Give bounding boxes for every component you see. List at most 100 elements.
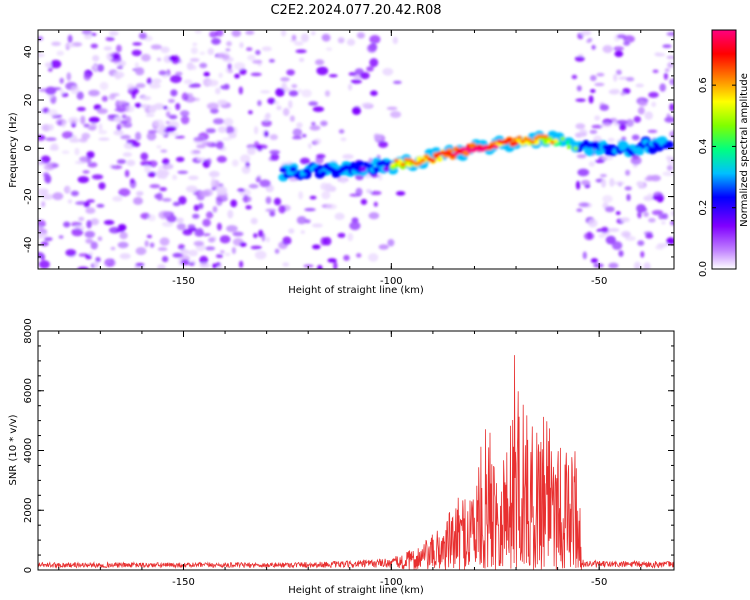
noise-cell [225, 125, 235, 134]
noise-cell [575, 98, 586, 102]
noise-cell [368, 212, 380, 220]
noise-cell [166, 215, 177, 223]
noise-cell [265, 196, 272, 205]
noise-cell [616, 69, 622, 76]
noise-cell [146, 77, 153, 85]
noise-cell [121, 114, 127, 119]
x-tick-label: -100 [380, 276, 403, 287]
noise-cell [175, 156, 185, 162]
noise-cell [324, 183, 333, 192]
noise-cell [140, 212, 151, 220]
noise-cell [311, 31, 316, 36]
noise-cell [141, 96, 152, 101]
signal-cell [316, 164, 324, 171]
noise-cell [322, 34, 331, 42]
noise-cell [112, 54, 121, 59]
noise-cell [181, 249, 191, 255]
noise-cell [199, 255, 209, 265]
noise-cell [317, 264, 323, 269]
noise-cell [590, 75, 597, 82]
signal-cell [573, 146, 579, 151]
noise-cell [215, 87, 221, 95]
noise-cell [180, 259, 190, 266]
noise-cell [61, 120, 66, 128]
noise-cell [662, 171, 674, 177]
noise-cell [257, 100, 262, 107]
noise-cell [240, 154, 251, 163]
noise-cell [96, 108, 108, 114]
noise-cell [124, 169, 130, 178]
noise-cell [175, 103, 181, 111]
noise-cell [304, 208, 316, 212]
noise-cell [623, 41, 630, 46]
noise-cell [586, 39, 591, 43]
snr-ticks: -150 -100 -50 0 2000 4000 6000 8000 [23, 318, 674, 588]
noise-cell [206, 158, 212, 165]
noise-cell [233, 62, 246, 71]
noise-cell [260, 90, 271, 94]
signal-cell [530, 140, 536, 144]
noise-cell [161, 221, 174, 227]
noise-cell [147, 129, 158, 134]
noise-cell [637, 106, 645, 115]
noise-cell [146, 131, 157, 141]
noise-cell [370, 90, 378, 96]
noise-cell [269, 150, 281, 155]
signal-cell [506, 137, 512, 142]
spectrogram-ticks: -150 -100 -50 -40 -20 0 20 40 [23, 30, 674, 287]
noise-cell [580, 179, 591, 186]
spectrogram-ylabel: Frequency (Hz) [8, 112, 19, 188]
noise-cell [136, 191, 142, 198]
noise-cell [163, 129, 175, 133]
noise-cell [664, 68, 670, 73]
noise-cell [144, 240, 149, 248]
noise-cell [162, 158, 170, 165]
noise-cell [395, 191, 406, 196]
noise-cell [192, 42, 198, 46]
signal-cell [526, 137, 532, 142]
noise-cell [337, 232, 346, 238]
noise-cell [299, 157, 311, 165]
noise-cell [295, 49, 307, 54]
noise-cell [337, 37, 345, 44]
noise-cell [636, 204, 646, 213]
noise-cell [291, 34, 297, 41]
noise-cell [292, 128, 303, 137]
noise-cell [65, 249, 77, 257]
noise-cell [59, 89, 65, 95]
noise-cell [210, 108, 219, 114]
noise-cell [296, 216, 307, 225]
noise-cell [601, 179, 607, 188]
noise-cell [307, 143, 312, 149]
signal-cell [520, 139, 526, 144]
noise-cell [666, 237, 674, 245]
noise-cell [602, 195, 613, 203]
noise-cell [70, 85, 80, 95]
noise-cell [590, 258, 599, 264]
noise-cell [219, 235, 231, 244]
noise-cell [70, 221, 83, 227]
noise-cell [126, 139, 137, 144]
noise-cell [181, 92, 189, 101]
noise-cell [588, 95, 594, 104]
noise-cell [588, 161, 595, 167]
noise-cell [92, 55, 100, 62]
noise-cell [309, 125, 321, 131]
noise-cell [122, 152, 133, 157]
noise-cell [346, 38, 356, 46]
noise-cell [645, 232, 654, 239]
noise-cell [59, 77, 64, 84]
noise-cell [286, 69, 295, 76]
noise-cell [61, 150, 70, 154]
noise-cell [44, 174, 51, 184]
noise-cell [110, 246, 116, 251]
noise-cell [665, 155, 673, 161]
signal-cell [480, 147, 486, 152]
noise-cell [222, 137, 232, 141]
noise-cell [119, 253, 131, 260]
signal-cell [516, 135, 522, 140]
noise-cell [274, 248, 280, 254]
noise-cell [276, 105, 282, 111]
signal-cell [513, 141, 519, 146]
